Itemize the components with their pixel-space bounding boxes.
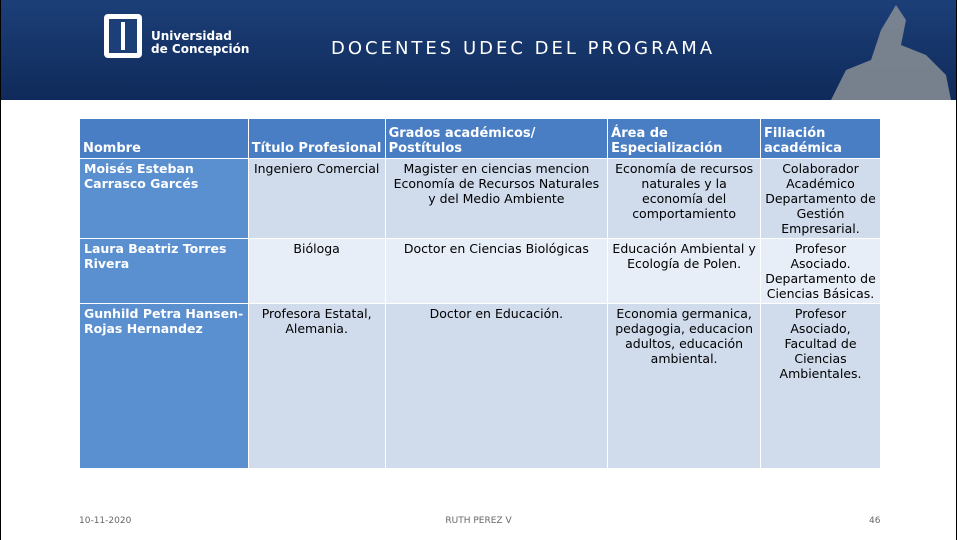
table-row: Moisés Esteban Carrasco Garcés Ingeniero …: [79, 158, 881, 239]
table-cell: Profesor Asociado, Facultad de Ciencias …: [760, 303, 881, 469]
slide-title: DOCENTES UDEC DEL PROGRAMA: [331, 38, 716, 59]
table-cell: Colaborador Académico Departamento de Ge…: [760, 158, 881, 239]
table-row: Laura Beatriz Torres Rivera Bióloga Doctor…: [79, 238, 881, 304]
table-row: Gunhild Petra Hansen-Rojas Hernandez Prof…: [79, 303, 881, 469]
footer-author: RUTH PEREZ V: [445, 516, 512, 526]
table-cell: Educación Ambiental y Ecología de Polen.: [607, 238, 762, 304]
column-header: Título Profesional: [247, 118, 386, 159]
column-header: Grados académicos/ Postítulos: [384, 118, 609, 159]
column-header: Filiación académica: [760, 118, 881, 159]
name-cell: Gunhild Petra Hansen-Rojas Hernandez: [79, 303, 249, 469]
table-cell: Ingeniero Comercial: [247, 158, 386, 239]
page-number: 46: [869, 516, 881, 526]
table-cell: Economía de recursos naturales y la econ…: [607, 158, 762, 239]
statue: [831, 5, 951, 100]
header-graphics: [104, 5, 951, 100]
name-cell: Laura Beatriz Torres Rivera: [79, 238, 249, 304]
logo-line: Universidad: [151, 29, 232, 43]
logo-line: de Concepción: [151, 42, 250, 56]
table-cell: Magister en ciencias mencion Economía de…: [384, 158, 609, 239]
table-cell: Bióloga: [247, 238, 386, 304]
logo-text: Universidad de Concepción: [151, 30, 249, 56]
table-cell: Doctor en Educación.: [384, 303, 609, 469]
table-cell: Economia germanica, pedagogia, educacion…: [607, 303, 762, 469]
header-band: Universidad de Concepción DOCENTES UDEC D…: [1, 0, 956, 100]
table: Nombre Título Profesional Grados académico…: [79, 118, 881, 469]
column-header: Área de Especialización: [607, 118, 762, 159]
header-row: Nombre Título Profesional Grados académico…: [79, 118, 881, 159]
table-body: Moisés Esteban Carrasco Garcés Ingeniero …: [79, 158, 881, 469]
name-cell: Moisés Esteban Carrasco Garcés: [79, 158, 249, 239]
table-cell: Profesora Estatal, Alemania.: [247, 303, 386, 469]
logo-mark: [121, 22, 125, 50]
table-cell: Doctor en Ciencias Biológicas: [384, 238, 609, 304]
table-cell: Profesor Asociado. Departamento de Cienc…: [760, 238, 881, 304]
column-header: Nombre: [79, 118, 249, 159]
footer-date: 10-11-2020: [79, 516, 132, 526]
